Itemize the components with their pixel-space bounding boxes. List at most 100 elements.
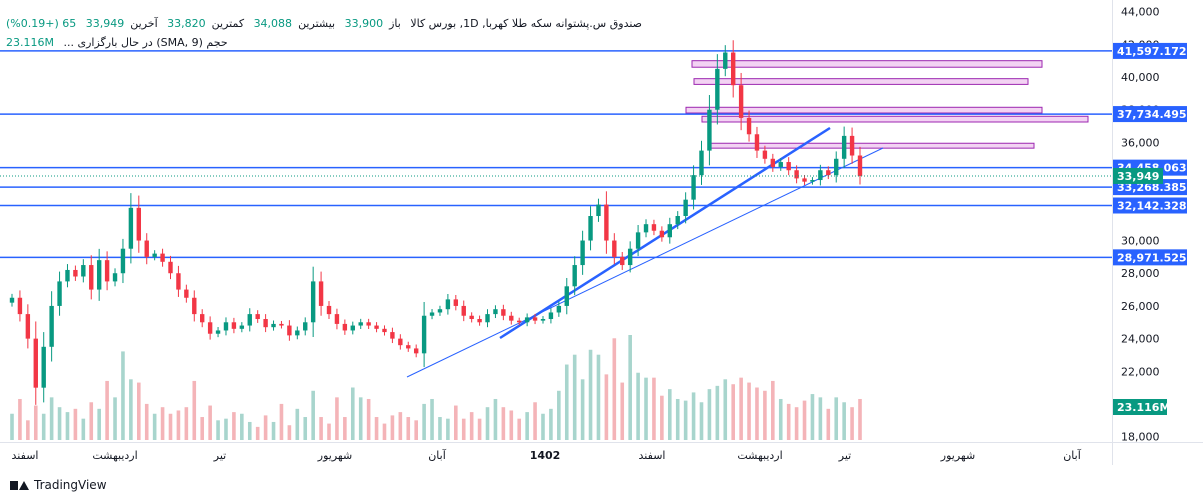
candle-body [651, 224, 657, 231]
candle-body [81, 265, 86, 277]
x-tick-label: آبان [428, 448, 446, 462]
volume-bar [137, 382, 141, 440]
volume-bar [628, 335, 632, 440]
volume-bar [691, 392, 696, 440]
candle-body [89, 265, 94, 290]
volume-bar [549, 408, 553, 440]
y-tick-label: 40,000 [1121, 71, 1160, 84]
volume-bar [41, 413, 46, 440]
volume-bar [715, 385, 720, 440]
volume-bar [517, 418, 522, 440]
candle-body [746, 117, 752, 135]
volume-bar [271, 421, 276, 440]
level-price-label: 41,597.172 [1117, 45, 1187, 58]
candle-body [25, 314, 31, 339]
volume-bar [723, 379, 728, 440]
volume-tag [1113, 399, 1167, 415]
candle-body [675, 216, 680, 225]
candle-body [184, 289, 189, 298]
candle-body [556, 305, 562, 313]
volume-bar [192, 380, 197, 440]
volume-bar [216, 420, 220, 440]
volume-bar [596, 354, 601, 440]
volume-bar [477, 418, 482, 440]
legend-high-label: بیشترین [298, 17, 336, 30]
volume-bar [763, 390, 767, 440]
volume-bar [57, 407, 62, 440]
volume-bar [572, 354, 577, 440]
resistance-zone [691, 60, 1043, 68]
volume-bar [18, 398, 22, 440]
legend-close-label: آخرین [130, 17, 158, 30]
volume-bar [168, 413, 173, 440]
candle-body [786, 162, 791, 171]
volume-bar [176, 410, 181, 440]
volume-bar [208, 405, 212, 440]
volume-bar [818, 397, 823, 440]
volume-bar [541, 413, 545, 440]
volume-bar [652, 377, 656, 440]
volume-bar [850, 407, 854, 440]
volume-bar [667, 389, 672, 440]
level-price-tag [1113, 197, 1187, 214]
volume-bar [89, 402, 94, 440]
x-tick-label: آبان [1063, 448, 1081, 462]
candle-body [160, 253, 165, 262]
candle-body [754, 134, 760, 151]
candle-body [461, 305, 466, 316]
candle-body [588, 216, 593, 241]
volume-bar [454, 405, 458, 440]
volume-bar [771, 380, 775, 440]
level-price-label: 33,268.385 [1117, 181, 1187, 194]
last-price-tag [1113, 167, 1163, 184]
candle-body [200, 314, 205, 323]
volume-bar [778, 398, 783, 440]
candle-body [215, 330, 221, 334]
volume-bar [557, 390, 561, 440]
volume-bar [49, 397, 54, 440]
legend-volume-value: 23.116M [6, 36, 54, 49]
candle-body [231, 322, 237, 329]
volume-bar [469, 412, 474, 440]
volume-bar [335, 397, 339, 440]
candle-body [524, 317, 530, 323]
volume-bar [794, 407, 799, 440]
volume-bar [113, 397, 117, 440]
candle-body [612, 240, 617, 257]
volume-bar [446, 418, 450, 440]
candle-body [493, 309, 498, 315]
candle-body [849, 135, 855, 156]
tradingview-footer[interactable]: TradingView [10, 478, 107, 492]
volume-bar [97, 408, 101, 440]
volume-bar [438, 417, 442, 440]
x-tick-label: تیر [213, 449, 226, 462]
y-tick-label: 30,000 [1121, 235, 1160, 248]
candle-body [33, 338, 38, 388]
volume-bar [295, 408, 300, 440]
level-price-label: 37,734.495 [1117, 108, 1187, 121]
volume-bar [105, 380, 109, 440]
legend-change: 65 (+0.19%) [6, 17, 77, 30]
candle-body [635, 232, 641, 249]
volume-bar [414, 420, 418, 440]
legend-low-value: 33,820 [167, 17, 206, 30]
candle-body [104, 260, 110, 282]
x-tick-label: اردیبهشت [92, 449, 137, 462]
y-tick-label: 26,000 [1121, 300, 1160, 313]
candle-body [247, 314, 252, 326]
candle-body [310, 281, 316, 323]
legend-title: صندوق س.پشتوانه سکه طلا کهربا, 1D, بورس … [410, 17, 643, 30]
legend-volume-title: حجم (SMA, 9) در حال بارگزاری ... [63, 36, 228, 49]
candle-body [96, 260, 102, 290]
volume-bar [588, 349, 593, 440]
candle-body [778, 162, 783, 167]
candle-body [176, 273, 181, 290]
legend-volume: حجم (SMA, 9) در حال بارگزاری ... 23.116M [6, 36, 234, 49]
candle-body [730, 52, 736, 86]
volume-bar [81, 418, 86, 440]
candle-body [334, 314, 340, 324]
volume-bar [858, 398, 862, 440]
candle-body [421, 315, 427, 354]
volume-bar [731, 384, 735, 440]
